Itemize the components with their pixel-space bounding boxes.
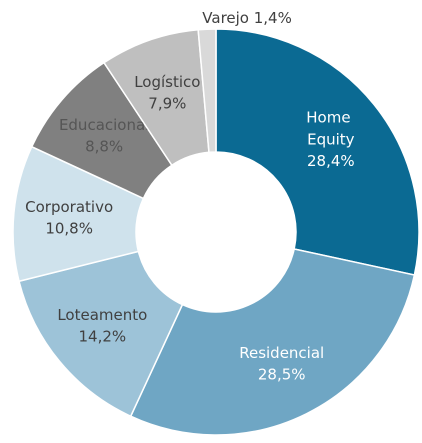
category-line: Educacional	[59, 115, 149, 133]
category-line: Residencial	[239, 344, 324, 362]
slice-label: Varejo 1,4%	[202, 9, 292, 27]
category-line: Loteamento	[57, 306, 147, 324]
category-line: Home	[306, 108, 355, 126]
category-label: Residencial	[239, 344, 324, 362]
slice	[197, 28, 217, 154]
category-line: Logístico	[134, 72, 200, 90]
value-label: 14,2%	[79, 328, 127, 346]
category-label: Educacional	[59, 115, 149, 133]
category-line: Equity	[307, 130, 355, 148]
value-label: 8,8%	[85, 137, 123, 155]
slice	[129, 248, 416, 436]
category-label: Logístico	[134, 72, 200, 90]
slice	[18, 250, 184, 418]
category-label: Varejo	[202, 9, 253, 27]
value-label: 28,5%	[258, 366, 306, 384]
value-label: 10,8%	[45, 220, 93, 238]
category-label: Loteamento	[57, 306, 147, 324]
value-label: 28,4%	[307, 152, 355, 170]
slice	[215, 28, 420, 276]
category-line: Corporativo	[25, 198, 113, 216]
category-label: Home Equity	[306, 108, 355, 148]
value-label: 1,4%	[254, 9, 292, 27]
category-label: Corporativo	[25, 198, 113, 216]
value-label: 7,9%	[148, 94, 186, 112]
